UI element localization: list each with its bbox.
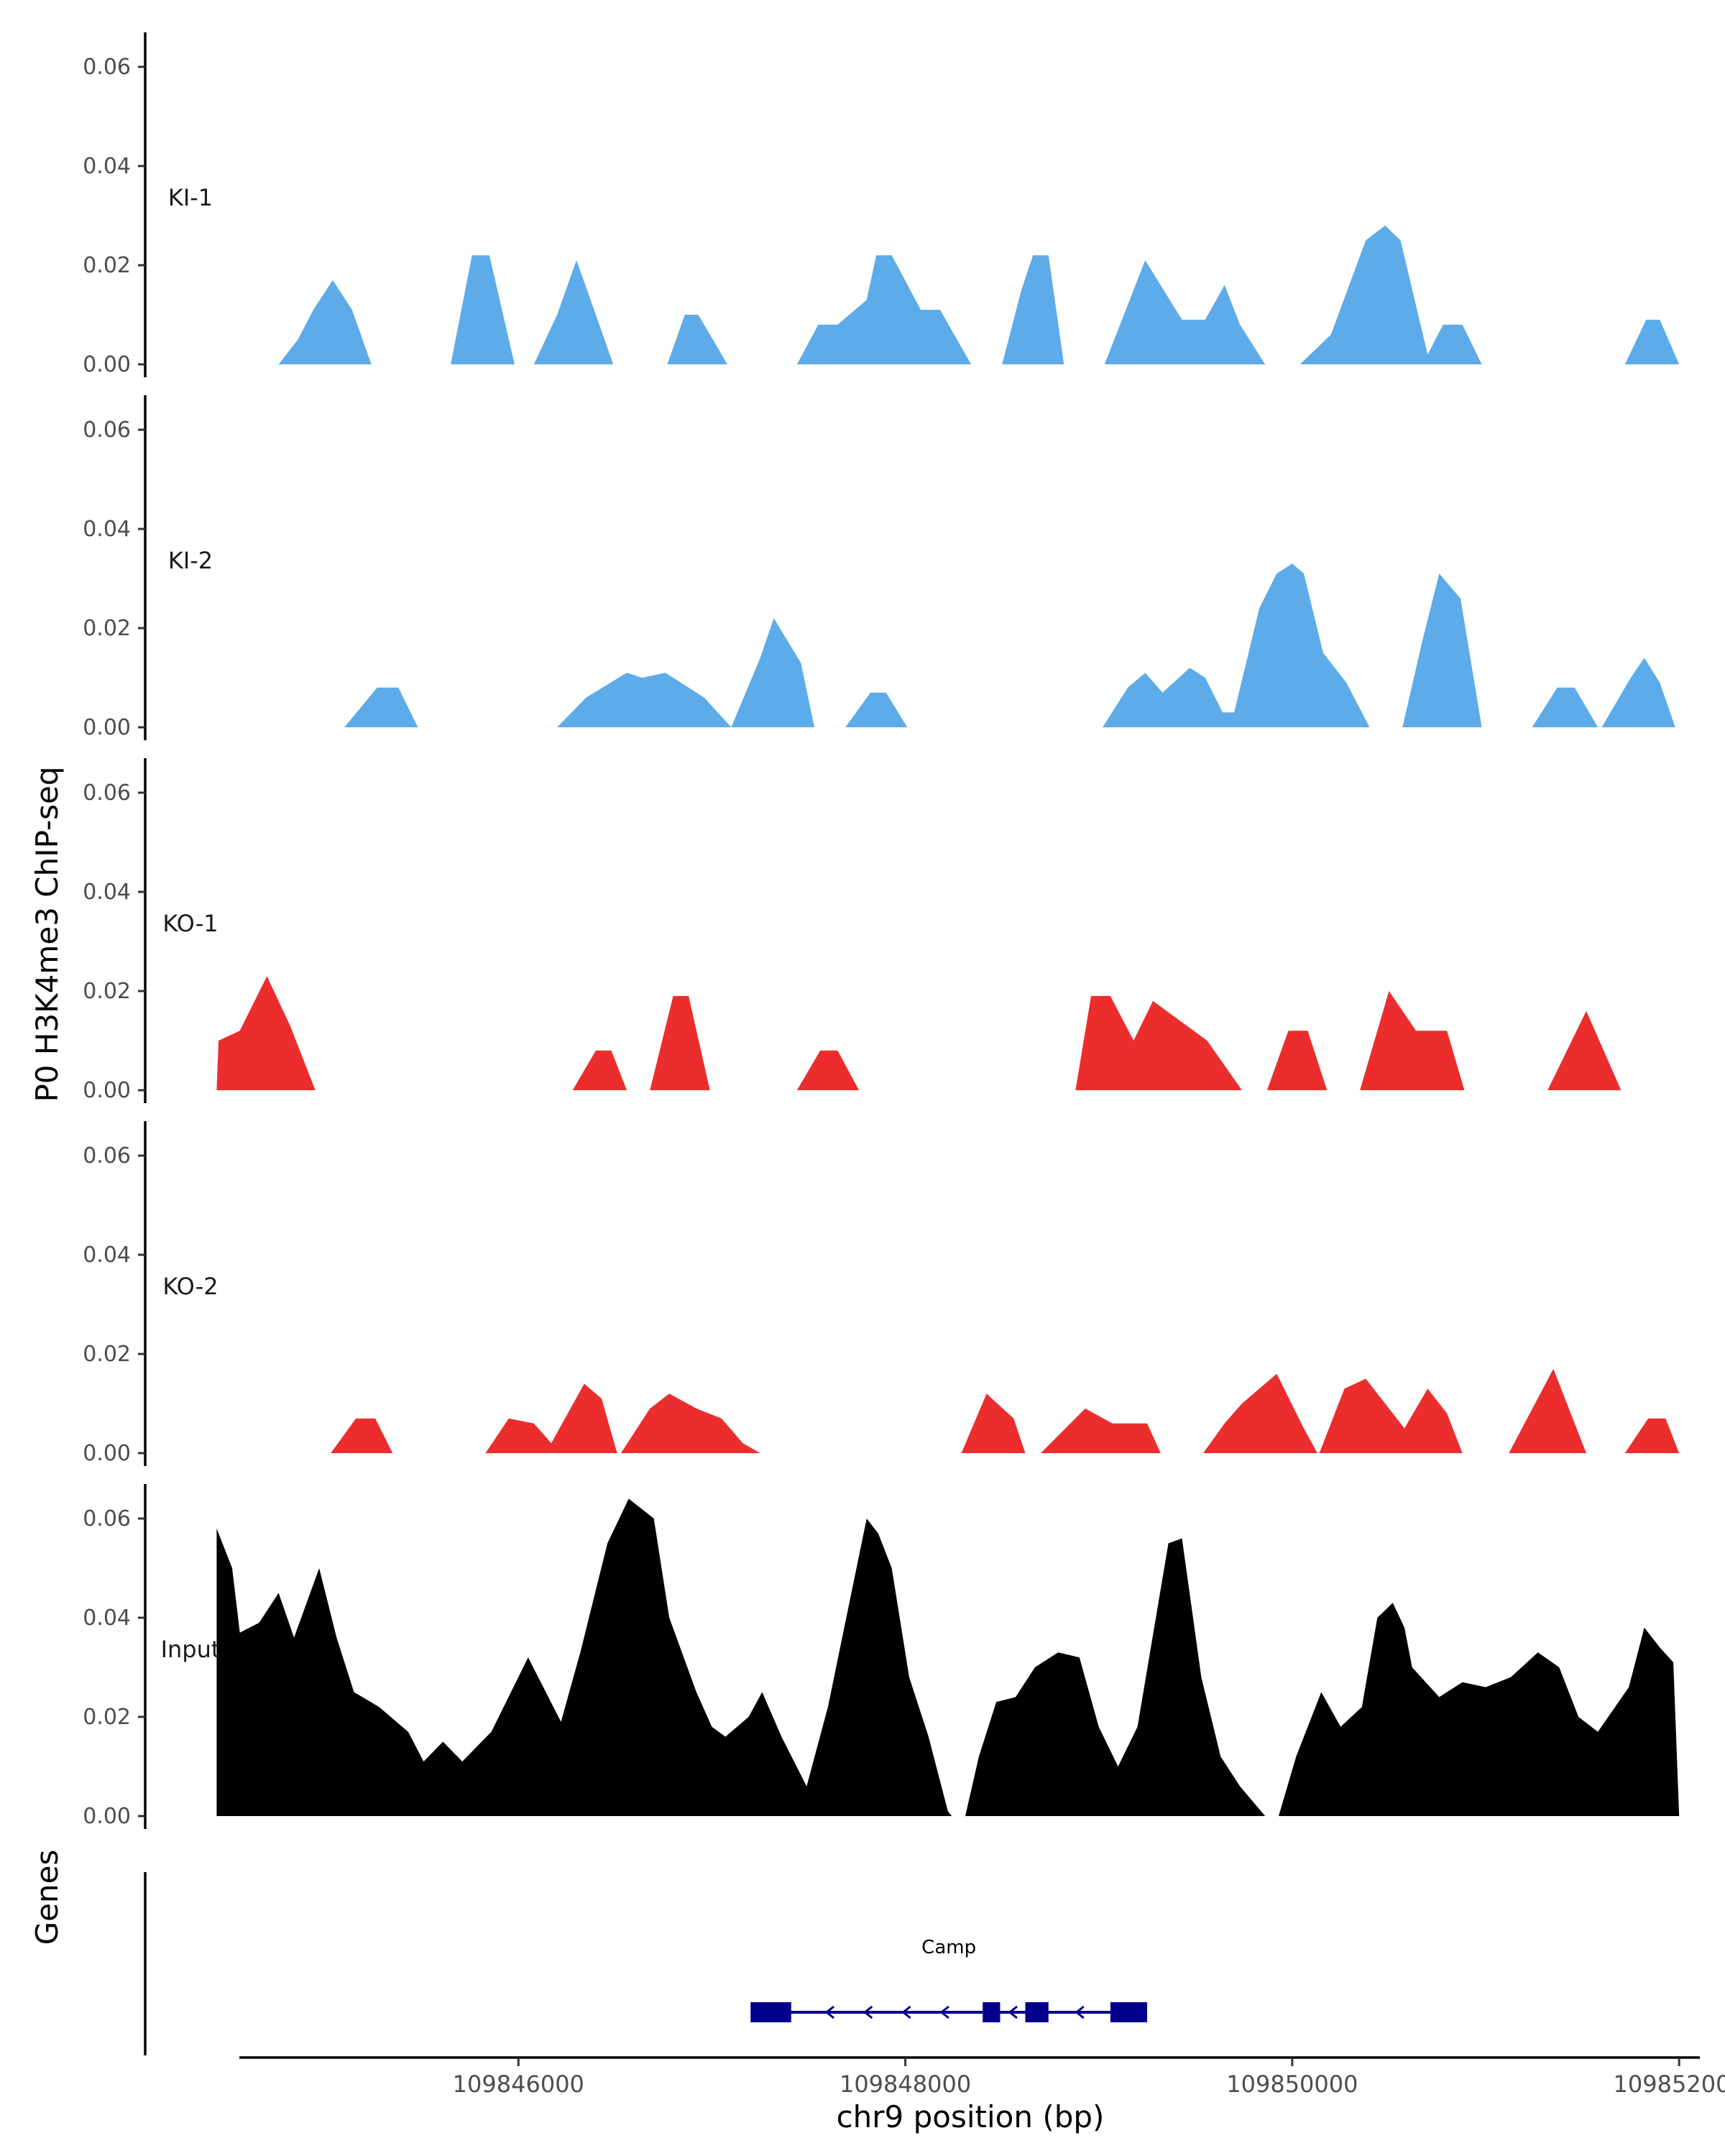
gene-name-label: Camp [921,1937,976,1958]
coverage-peak [572,1050,627,1090]
coverage-peak [1075,995,1242,1090]
y-tick-label: 0.00 [83,352,131,377]
coverage-peak [344,687,418,727]
coverage-peak [1266,1031,1328,1090]
x-axis: 109846000 109848000 109850000 109852000 [239,2056,1725,2098]
y-tick-label: 0.02 [83,253,131,278]
strand-arrow [1008,2005,1018,2019]
tracks-group: 0.00 0.02 0.04 0.06 KI-1 0.00 0.02 0.04 0.06 KI-2… [83,32,1680,1829]
coverage-peak [557,673,732,727]
coverage-peak [533,260,614,364]
coverage-peak [1402,573,1482,727]
coverage-peak [667,315,727,364]
gene-exon [750,2002,791,2022]
coverage-peak [1360,991,1465,1090]
track-label: KO-2 [162,1273,218,1300]
track-ki-1: 0.00 0.02 0.04 0.06 KI-1 [83,32,1680,377]
y-tick-label: 0.04 [83,1243,131,1268]
coverage-peak [1300,225,1482,364]
coverage-peak [451,255,515,364]
y-tick-label: 0.06 [83,55,131,80]
coverage-peak [731,618,815,727]
coverage-peak [1624,319,1680,364]
track-ki-2: 0.00 0.02 0.04 0.06 KI-2 [83,395,1675,740]
coverage-peak [961,1393,1026,1453]
strand-arrow [901,2005,911,2019]
y-axis-title: P0 H3K4me3 ChIP-seq [29,766,65,1102]
coverage-peak [1601,658,1675,727]
y-tick-label: 0.06 [83,780,131,806]
x-axis-title: chr9 position (bp) [837,2099,1105,2134]
coverage-peak [1203,1373,1317,1453]
strand-arrow [1075,2005,1085,2019]
coverage-peak [1319,1378,1463,1453]
y-tick-label: 0.02 [83,1705,131,1730]
y-tick-label: 0.06 [83,418,131,443]
coverage-peak [1103,563,1370,727]
coverage-peak [1509,1368,1586,1453]
y-tick-label: 0.06 [83,1506,131,1531]
track-label: KI-2 [168,547,213,574]
coverage-peak [650,995,710,1090]
coverage-peak [1532,687,1598,727]
track-ko-1: 0.00 0.02 0.04 0.06 KO-1 [83,758,1622,1103]
coverage-peak [278,280,372,364]
coverage-peak [620,1393,760,1453]
track-label: KI-1 [168,184,213,211]
track-label: Input [161,1636,221,1663]
coverage-peak [1041,1408,1161,1453]
coverage-peak [796,1050,859,1090]
genes-panel: Camp [144,1872,1148,2055]
y-tick-label: 0.04 [83,517,131,542]
y-tick-label: 0.06 [83,1143,131,1169]
strand-arrow [824,2005,835,2019]
coverage-peak [1002,255,1064,364]
coverage-peak [216,976,316,1090]
coverage-peak [216,1498,952,1816]
coverage-peak [1547,1010,1622,1090]
genes-axis-title: Genes [29,1850,65,1945]
y-tick-label: 0.04 [83,1606,131,1631]
x-tick-label: 109852000 [1614,2070,1725,2098]
y-tick-label: 0.04 [83,880,131,905]
coverage-peak [331,1418,393,1453]
strand-arrow [939,2005,949,2019]
gene-exon [983,2002,1000,2022]
coverage-peak [845,692,908,727]
y-tick-label: 0.00 [83,1804,131,1829]
coverage-peak [796,255,972,364]
y-tick-label: 0.04 [83,154,131,179]
coverage-peak [1624,1418,1680,1453]
track-input: 0.00 0.02 0.04 0.06 Input [83,1484,1680,1829]
y-tick-label: 0.00 [83,715,131,740]
track-ko-2: 0.00 0.02 0.04 0.06 KO-2 [83,1121,1680,1466]
gene-exon [1025,2002,1049,2022]
gene-exon [1110,2002,1148,2022]
y-tick-label: 0.02 [83,616,131,641]
strand-arrow [862,2005,873,2019]
x-tick-label: 109846000 [453,2070,584,2098]
y-tick-label: 0.02 [83,1342,131,1367]
coverage-peak [485,1383,617,1453]
x-tick-label: 109848000 [840,2070,971,2098]
y-tick-label: 0.00 [83,1441,131,1466]
x-tick-label: 109850000 [1226,2070,1358,2098]
coverage-peak [1279,1603,1680,1816]
track-label: KO-1 [162,910,218,937]
y-tick-label: 0.00 [83,1078,131,1103]
coverage-peak [1104,260,1266,364]
y-tick-label: 0.02 [83,979,131,1004]
coverage-peak [965,1538,1266,1816]
